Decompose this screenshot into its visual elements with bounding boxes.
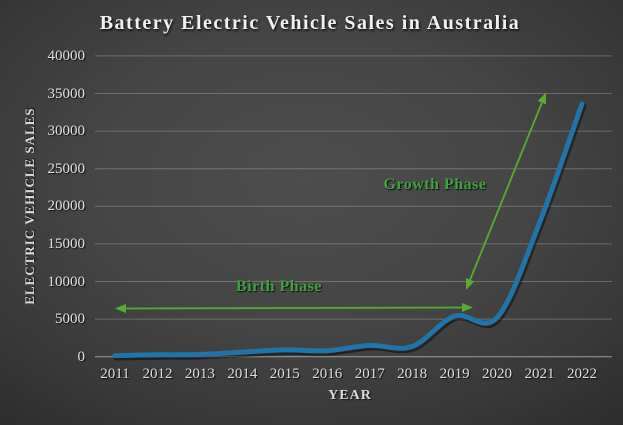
birth-phase-arrow-head-end	[462, 303, 473, 312]
x-tick-label: 2020	[482, 366, 513, 382]
data-line-shadow	[113, 103, 587, 361]
x-tick-label: 2019	[439, 366, 470, 382]
growth-phase-label: Growth Phase	[383, 176, 487, 193]
x-tick-label: 2013	[184, 366, 215, 382]
y-tick-label: 25000	[47, 160, 86, 177]
data-line	[112, 101, 585, 359]
x-tick-label: 2016	[312, 366, 343, 382]
y-tick-label: 30000	[47, 123, 86, 140]
birth-phase-label: Birth Phase	[236, 278, 322, 295]
y-tick-label: 35000	[47, 85, 86, 102]
x-tick-label: 2022	[566, 366, 597, 382]
x-tick-label: 2012	[142, 366, 173, 382]
x-tick-label: 2021	[524, 366, 555, 382]
gridlines	[95, 55, 612, 358]
x-tick-label: 2015	[269, 366, 300, 382]
growth-phase-arrow-line	[469, 102, 543, 281]
y-tick-label: 40000	[47, 47, 86, 64]
y-tick-label: 20000	[47, 198, 86, 215]
y-tick-label: 5000	[55, 311, 85, 328]
x-tick-label: 2011	[100, 366, 130, 382]
x-axis-title: YEAR	[328, 388, 372, 403]
growth-phase-arrow-head-end	[537, 92, 546, 105]
x-tick-label: 2017	[354, 366, 385, 382]
y-tick-label: 0	[77, 348, 86, 365]
birth-phase-arrow-head-start	[115, 304, 126, 313]
x-tick-label: 2014	[227, 366, 258, 382]
y-axis-title: ELECTRIC VEHICLE SALES	[22, 107, 37, 305]
annotation-arrows	[115, 92, 546, 313]
chart-title: Battery Electric Vehicle Sales in Austra…	[99, 12, 521, 34]
birth-phase-arrow-line	[125, 306, 463, 310]
data-line-series	[112, 101, 587, 361]
y-tick-label: 10000	[47, 273, 86, 290]
growth-phase-arrow-head-start	[466, 278, 475, 290]
y-tick-label: 15000	[47, 235, 86, 252]
x-tick-label: 2018	[397, 366, 428, 382]
